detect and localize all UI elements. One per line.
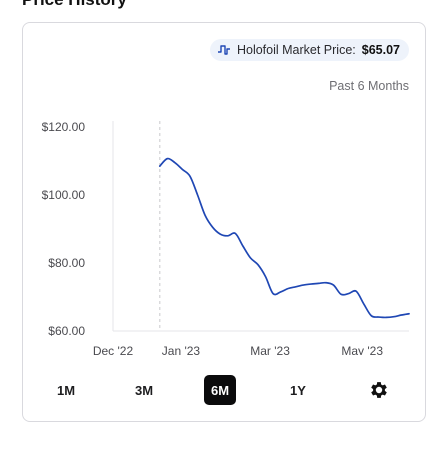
x-tick-label: Dec '22 xyxy=(93,344,134,355)
market-price-value: $65.07 xyxy=(361,43,400,57)
gear-icon[interactable] xyxy=(368,379,390,401)
tab-3m[interactable]: 3M xyxy=(134,382,154,398)
price-chart: $120.00 $100.00 $80.00 $60.00 Dec '22 Jan '2… xyxy=(42,120,410,355)
y-tick-label: $120.00 xyxy=(42,120,86,134)
y-tick-label: $80.00 xyxy=(48,256,85,270)
range-caption: Past 6 Months xyxy=(329,79,409,93)
market-price-badge: Holofoil Market Price: $65.07 xyxy=(209,39,409,61)
range-tabs: 1M 3M 6M 1Y xyxy=(23,375,425,405)
price-trend-icon xyxy=(217,44,231,56)
y-tick-label: $60.00 xyxy=(48,324,85,338)
y-tick-label: $100.00 xyxy=(42,188,86,202)
x-tick-label: Jan '23 xyxy=(162,344,201,355)
x-tick-label: May '23 xyxy=(341,344,383,355)
tab-1y[interactable]: 1Y xyxy=(290,382,306,398)
x-tick-label: Mar '23 xyxy=(250,344,290,355)
tab-1m[interactable]: 1M xyxy=(56,382,76,398)
section-title: Price History xyxy=(22,0,127,10)
market-price-label: Holofoil Market Price: xyxy=(236,43,356,57)
tab-6m[interactable]: 6M xyxy=(204,375,236,405)
price-history-card: Holofoil Market Price: $65.07 Past 6 Mon… xyxy=(22,22,426,422)
price-series-line xyxy=(158,157,410,319)
